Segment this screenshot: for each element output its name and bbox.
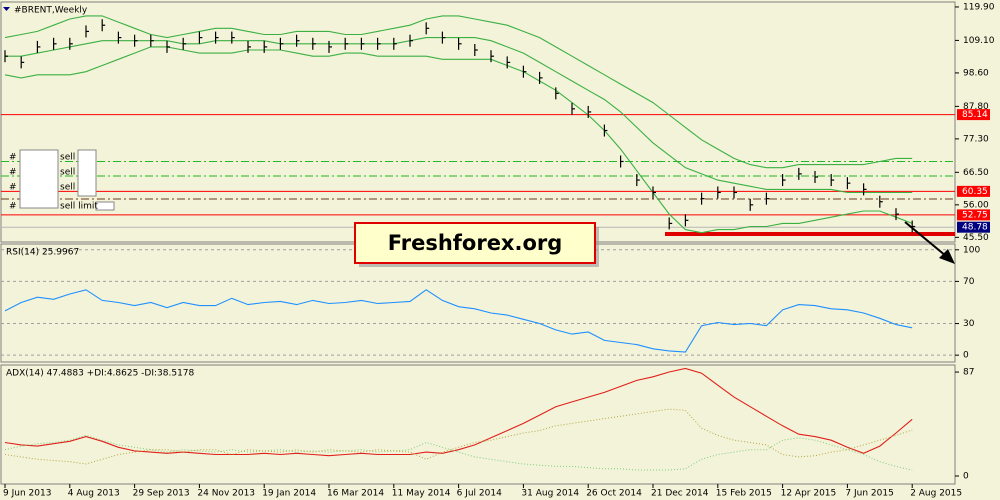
panel-title: RSI(14) 25.9967	[6, 248, 79, 258]
y-tick-label: 0	[963, 351, 969, 361]
order-side: sell	[60, 168, 75, 178]
trend-arrow	[904, 221, 955, 264]
y-tick-label: 109.10	[963, 36, 995, 46]
menu-triangle[interactable]	[3, 7, 10, 11]
order-box	[77, 149, 97, 197]
price-label-box	[957, 109, 990, 121]
indicator-line	[4, 289, 913, 353]
order-side: sell	[60, 153, 75, 163]
x-tick-label: 24 Nov 2013	[197, 489, 255, 499]
order-mark: #	[9, 183, 17, 193]
indicator-line	[4, 15, 913, 169]
price-label: 85.14	[962, 110, 988, 120]
y-tick-label: 77.30	[963, 134, 989, 144]
y-tick-label: 87.80	[963, 102, 989, 112]
order-panel: # sell # sell # sell # sell limit	[9, 149, 115, 212]
watermark-box	[354, 222, 596, 264]
x-tick-label: 9 Jun 2013	[3, 489, 51, 499]
panel-title: ADX(14) 47.4883 +DI:4.8625 -DI:38.5178	[6, 369, 195, 379]
x-tick-label: 12 Apr 2015	[781, 489, 837, 499]
x-tick-label: 21 Dec 2014	[651, 489, 709, 499]
x-tick-label: 15 Feb 2015	[716, 489, 772, 499]
price-label: 48.78	[962, 223, 988, 233]
order-box	[19, 149, 59, 209]
x-tick-label: 7 Jun 2015	[845, 489, 893, 499]
x-tick-label: 6 Jul 2014	[457, 489, 502, 499]
indicator-line	[4, 367, 913, 457]
y-tick-label: 100	[963, 245, 980, 255]
indicator-line	[4, 434, 913, 471]
indicator-line	[4, 46, 913, 234]
watermark: Freshforex.org	[354, 222, 599, 267]
y-tick-label: 70	[963, 277, 975, 287]
order-mark: #	[9, 202, 17, 212]
x-tick-label: 29 Sep 2013	[133, 489, 190, 499]
order-side: sell limit	[60, 202, 98, 212]
price-label: 52.75	[962, 210, 988, 220]
x-tick-label: 16 Mar 2014	[327, 489, 384, 499]
order-mark: #	[9, 153, 17, 163]
price-label: 60.35	[962, 187, 988, 197]
watermark-text: Freshforex.org	[388, 231, 563, 255]
arrow-shaft	[904, 221, 947, 257]
order-side: sell	[60, 183, 75, 193]
y-tick-label: 66.50	[963, 168, 989, 178]
x-tick-label: 19 Jan 2014	[262, 489, 316, 499]
panel	[1, 249, 955, 356]
y-tick-label: 45.50	[963, 233, 989, 243]
y-tick-label: 0	[963, 471, 969, 481]
price-label-box	[957, 185, 990, 197]
x-tick-label: 11 May 2014	[392, 489, 451, 499]
y-tick-label: 87	[963, 368, 974, 378]
panel-border	[0, 364, 956, 485]
x-tick-label: 31 Aug 2014	[521, 489, 579, 499]
price-label-box	[957, 221, 990, 233]
panel	[1, 15, 955, 236]
panel-title: #BRENT,Weekly	[14, 6, 88, 16]
y-tick-label: 98.60	[963, 68, 989, 78]
indicator-line	[5, 37, 913, 194]
x-tick-label: 4 Aug 2013	[68, 489, 120, 499]
order-box	[95, 201, 115, 211]
order-mark: #	[9, 168, 17, 178]
x-tick-label: 26 Oct 2014	[586, 489, 642, 499]
y-tick-label: 119.90	[963, 2, 995, 12]
x-tick-label: 2 Aug 2015	[910, 489, 962, 499]
y-tick-label: 30	[963, 319, 975, 329]
indicator-line	[4, 408, 913, 465]
panel	[4, 367, 913, 471]
price-label-box	[957, 209, 990, 221]
arrow-head	[939, 249, 955, 264]
y-tick-label: 56.00	[963, 200, 989, 210]
